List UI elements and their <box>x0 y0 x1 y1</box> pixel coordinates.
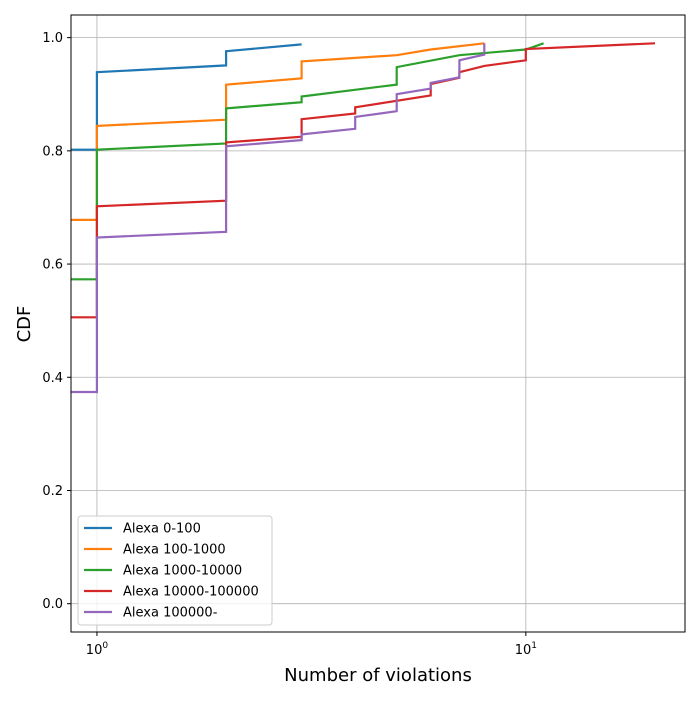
y-tick-label: 0.6 <box>42 258 63 273</box>
y-tick-label: 0.0 <box>42 597 63 612</box>
series-lines <box>71 42 656 394</box>
series-line-alexa-0-100 <box>71 43 302 151</box>
x-tick-label: 101 <box>515 641 537 658</box>
y-tick-label: 0.4 <box>42 371 63 386</box>
x-tick-exponent: 0 <box>102 641 108 651</box>
legend-label: Alexa 1000-10000 <box>123 564 242 579</box>
x-axis-title: Number of violations <box>284 665 472 686</box>
x-tick-base: 10 <box>86 643 103 658</box>
x-tick-exponent: 1 <box>531 641 537 651</box>
series-line-alexa-1000-10000 <box>71 42 544 281</box>
legend: Alexa 0-100 Alexa 100-1000 Alexa 1000-1000… <box>77 515 273 626</box>
legend-label: Alexa 100000- <box>123 606 218 621</box>
y-axis-title: CDF <box>14 306 35 343</box>
legend-box <box>77 515 273 626</box>
series-line-alexa-10000-100000 <box>71 42 656 319</box>
x-tick-base: 10 <box>515 643 532 658</box>
y-tick-label: 0.2 <box>42 484 63 499</box>
legend-label: Alexa 100-1000 <box>123 543 226 558</box>
x-tick-label: 100 <box>86 641 109 658</box>
y-tick-label: 1.0 <box>42 31 63 46</box>
legend-label: Alexa 10000-100000 <box>123 585 259 600</box>
plot-frame <box>70 14 686 633</box>
series-line-alexa-100000 <box>71 43 486 394</box>
y-tick-label: 0.8 <box>42 144 63 159</box>
legend-label: Alexa 0-100 <box>123 522 201 537</box>
